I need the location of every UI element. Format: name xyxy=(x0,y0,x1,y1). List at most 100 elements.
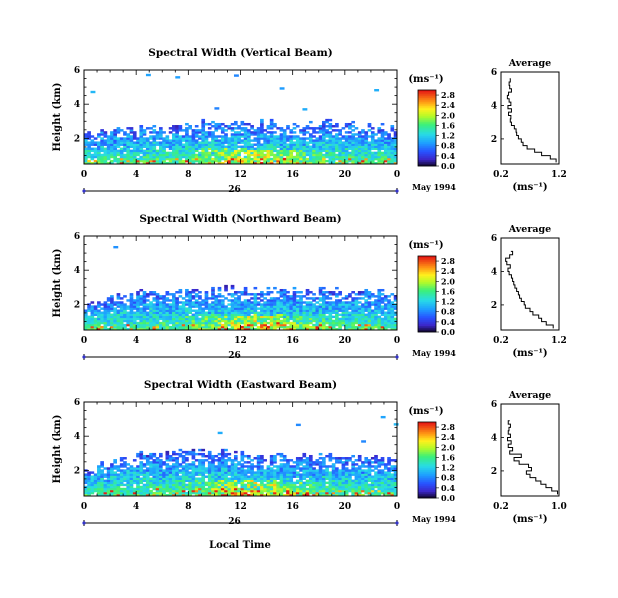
colorbar-tick-label: 0.0 xyxy=(441,161,455,171)
average-line xyxy=(506,78,557,163)
average-y-tick-label: 2 xyxy=(491,467,497,477)
day-label: 26 xyxy=(228,185,241,195)
x-tick-label: 8 xyxy=(185,170,191,180)
x-tick-label: 0 xyxy=(81,336,87,346)
colorbar-tick-label: 1.2 xyxy=(441,297,455,307)
colorbar-tick-label: 0.8 xyxy=(441,473,455,483)
colorbar-tick-label: 0.8 xyxy=(441,307,455,317)
average-x-tick-label: 1.0 xyxy=(551,502,567,512)
colorbar-tick-label: 0.0 xyxy=(441,327,455,337)
panel-title: Spectral Width (Vertical Beam) xyxy=(148,47,332,59)
colorbar-unit: (ms⁻¹) xyxy=(408,74,443,85)
colorbar-tick-label: 2.4 xyxy=(441,266,455,276)
average-frame xyxy=(500,403,560,497)
colorbar-tick-label: 2.4 xyxy=(441,432,455,442)
colorbar-tick-label: 2.8 xyxy=(441,90,455,100)
x-tick-label: 4 xyxy=(133,170,139,180)
average-y-tick-label: 6 xyxy=(491,400,497,410)
colorbar-tick-label: 1.6 xyxy=(441,120,455,130)
panel-title: Spectral Width (Northward Beam) xyxy=(139,213,341,225)
x-tick-label: 0 xyxy=(81,502,87,512)
y-tick-label: 2 xyxy=(74,134,80,144)
panel-eastward: Spectral Width (Eastward Beam)0 4 8 12 16 20 0… xyxy=(52,379,567,527)
colorbar xyxy=(417,89,439,167)
colorbar-tick-label: 2.0 xyxy=(441,442,455,452)
x-tick-label: 20 xyxy=(339,502,352,512)
colorbar-unit: (ms⁻¹) xyxy=(408,240,443,251)
colorbar xyxy=(417,255,439,333)
average-x-label: (ms⁻¹) xyxy=(512,348,547,359)
x-tick-label: 8 xyxy=(185,502,191,512)
average-y-tick-label: 4 xyxy=(491,267,497,277)
colorbar-tick-label: 0.0 xyxy=(441,493,455,503)
average-profile: Average 2 4 6 0.2 1.2 (ms⁻¹) xyxy=(491,224,567,359)
x-tick-label: 20 xyxy=(339,336,352,346)
date-label: May 1994 xyxy=(412,348,456,358)
panel-vertical: Spectral Width (Vertical Beam)0 4 8 12 16 20 0… xyxy=(52,47,567,195)
x-tick-label: 16 xyxy=(286,336,299,346)
average-x-tick-label: 1.2 xyxy=(551,336,567,346)
x-tick-label: 0 xyxy=(394,502,400,512)
colorbar xyxy=(417,421,439,499)
date-label: May 1994 xyxy=(412,514,456,524)
colorbar-tick-label: 1.2 xyxy=(441,463,455,473)
average-frame xyxy=(500,237,560,331)
average-x-tick-label: 0.2 xyxy=(493,170,509,180)
day-label: 26 xyxy=(228,517,241,527)
colorbar-tick-label: 0.4 xyxy=(441,483,455,493)
average-x-tick-label: 0.2 xyxy=(493,502,509,512)
heatmap-cells xyxy=(84,415,399,497)
x-tick-label: 20 xyxy=(339,170,352,180)
y-axis-label: Height (km) xyxy=(52,249,63,318)
average-x-tick-label: 0.2 xyxy=(493,336,509,346)
average-line xyxy=(505,250,554,329)
x-tick-label: 12 xyxy=(234,170,247,180)
date-label: May 1994 xyxy=(412,182,456,192)
average-title: Average xyxy=(508,390,551,401)
colorbar-tick-label: 2.4 xyxy=(441,100,455,110)
heatmap-cells xyxy=(84,245,398,331)
heatmap-cells xyxy=(84,73,398,165)
x-tick-label: 4 xyxy=(133,502,139,512)
x-tick-label: 0 xyxy=(394,170,400,180)
average-y-tick-label: 4 xyxy=(491,101,497,111)
colorbar-tick-label: 0.8 xyxy=(441,141,455,151)
y-tick-label: 6 xyxy=(74,232,80,242)
x-tick-label: 0 xyxy=(81,170,87,180)
average-y-tick-label: 6 xyxy=(491,68,497,78)
average-y-tick-label: 6 xyxy=(491,234,497,244)
colorbar-tick-label: 2.0 xyxy=(441,110,455,120)
average-y-tick-label: 4 xyxy=(491,433,497,443)
average-y-tick-label: 2 xyxy=(491,301,497,311)
x-tick-label: 8 xyxy=(185,336,191,346)
colorbar-unit: (ms⁻¹) xyxy=(408,406,443,417)
average-profile: Average 2 4 6 0.2 1.0 (ms⁻¹) xyxy=(491,390,567,525)
average-profile: Average 2 4 6 0.2 1.2 (ms⁻¹) xyxy=(491,58,567,193)
colorbar-tick-label: 2.8 xyxy=(441,422,455,432)
x-axis-label: Local Time xyxy=(209,540,271,551)
y-tick-label: 6 xyxy=(74,66,80,76)
colorbar-tick-label: 1.6 xyxy=(441,452,455,462)
x-tick-label: 12 xyxy=(234,336,247,346)
colorbar-tick-label: 1.6 xyxy=(441,286,455,296)
average-title: Average xyxy=(508,58,551,69)
x-tick-label: 4 xyxy=(133,336,139,346)
colorbar-tick-label: 0.4 xyxy=(441,151,455,161)
colorbar-tick-label: 1.2 xyxy=(441,131,455,141)
average-x-label: (ms⁻¹) xyxy=(512,514,547,525)
x-tick-label: 12 xyxy=(234,502,247,512)
y-tick-label: 6 xyxy=(74,398,80,408)
average-frame xyxy=(500,71,560,165)
x-tick-label: 16 xyxy=(286,502,299,512)
average-x-tick-label: 1.2 xyxy=(551,170,567,180)
x-tick-label: 16 xyxy=(286,170,299,180)
y-tick-label: 2 xyxy=(74,466,80,476)
average-line xyxy=(507,420,559,495)
average-x-label: (ms⁻¹) xyxy=(512,182,547,193)
y-tick-label: 2 xyxy=(74,300,80,310)
average-y-tick-label: 2 xyxy=(491,135,497,145)
panel-title: Spectral Width (Eastward Beam) xyxy=(144,379,337,391)
average-title: Average xyxy=(508,224,551,235)
y-axis-label: Height (km) xyxy=(52,83,63,152)
